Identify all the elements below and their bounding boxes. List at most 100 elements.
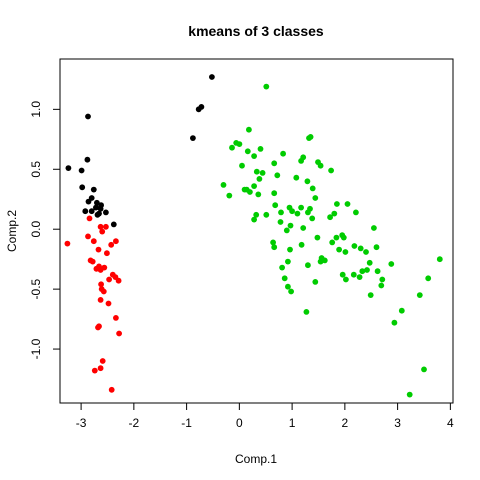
data-point	[257, 146, 264, 152]
data-point	[246, 126, 252, 133]
data-point	[94, 199, 100, 206]
data-point	[88, 208, 95, 215]
data-point	[270, 239, 276, 246]
data-point	[293, 174, 300, 181]
data-point	[287, 246, 293, 253]
data-point	[85, 198, 92, 205]
data-point	[373, 244, 380, 251]
x-tick-label: 4	[447, 416, 454, 430]
data-point	[288, 288, 294, 295]
data-point	[251, 183, 257, 190]
data-point	[298, 241, 305, 248]
data-point	[229, 144, 235, 151]
data-point	[220, 182, 227, 188]
data-point	[356, 274, 363, 280]
data-point	[366, 259, 373, 266]
data-point	[371, 225, 377, 231]
data-point	[104, 250, 110, 257]
data-point	[336, 246, 342, 253]
y-axis: -1.0 -0.5 0.0 0.5 1.0	[29, 101, 60, 359]
data-point	[253, 211, 260, 218]
data-point	[364, 267, 370, 273]
data-point	[93, 204, 99, 211]
data-point	[357, 245, 364, 252]
x-tick-label: 1	[289, 416, 296, 430]
data-point	[115, 277, 122, 284]
data-point	[85, 233, 91, 240]
data-point	[251, 216, 257, 223]
data-point	[305, 262, 311, 269]
data-point	[378, 282, 385, 289]
data-point	[391, 319, 398, 326]
x-tick-label: -2	[129, 416, 140, 430]
data-point	[244, 148, 251, 155]
data-point	[272, 202, 279, 209]
data-point	[331, 210, 338, 217]
data-point	[298, 204, 304, 211]
x-tick-label: -1	[181, 416, 192, 430]
data-point	[255, 191, 262, 198]
data-point	[113, 238, 119, 245]
data-point	[103, 223, 109, 230]
data-point	[99, 228, 106, 235]
data-point	[344, 201, 351, 207]
data-point	[379, 276, 386, 283]
data-point	[271, 190, 278, 197]
data-point	[317, 258, 324, 265]
data-point	[263, 211, 270, 218]
data-point	[305, 209, 311, 216]
data-point	[340, 234, 347, 241]
data-point	[281, 275, 288, 282]
data-point	[85, 113, 91, 120]
data-point	[353, 209, 359, 216]
data-point	[388, 261, 395, 267]
data-point	[274, 172, 281, 179]
data-point	[283, 227, 290, 234]
data-point	[306, 135, 312, 142]
x-tick-label: 0	[236, 416, 243, 430]
data-point	[329, 239, 336, 246]
data-point	[82, 208, 89, 215]
data-point	[351, 243, 358, 249]
data-point	[236, 141, 243, 148]
x-tick-label: 3	[394, 416, 401, 430]
data-point	[239, 162, 245, 169]
data-point	[108, 386, 115, 393]
data-point	[328, 167, 334, 174]
data-point	[333, 234, 340, 241]
data-point	[271, 244, 278, 251]
data-point	[374, 268, 381, 275]
data-point	[285, 258, 291, 265]
data-point	[96, 210, 102, 217]
data-point	[89, 258, 96, 265]
data-point	[90, 186, 97, 193]
x-tick-label: 2	[342, 416, 349, 430]
data-point	[226, 192, 233, 199]
data-point	[116, 330, 122, 337]
data-point	[251, 153, 257, 160]
data-point	[334, 201, 340, 207]
data-point	[110, 221, 117, 228]
data-point	[312, 279, 319, 285]
data-point	[97, 297, 104, 303]
data-point	[425, 275, 432, 282]
data-point	[300, 225, 307, 231]
data-point	[97, 223, 104, 230]
data-point	[309, 215, 316, 222]
data-point	[304, 178, 311, 185]
data-point	[312, 195, 319, 201]
data-point	[309, 185, 316, 192]
data-point	[285, 283, 291, 290]
y-tick-label: -1.0	[29, 338, 43, 359]
data-point	[253, 168, 260, 175]
data-point	[79, 184, 86, 191]
data-point	[91, 367, 98, 374]
data-point	[278, 209, 284, 216]
data-point	[339, 271, 346, 278]
data-point	[359, 268, 366, 275]
data-point	[343, 276, 349, 283]
data-point	[103, 209, 109, 216]
data-point	[97, 205, 104, 212]
data-point	[436, 256, 443, 263]
data-point	[327, 214, 333, 221]
